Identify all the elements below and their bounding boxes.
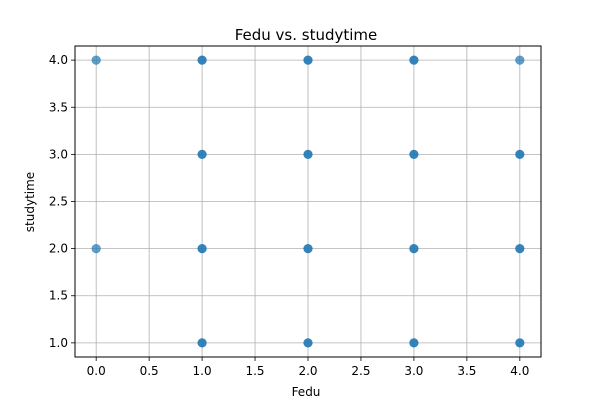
scatter-point — [303, 55, 313, 65]
scatter-point — [91, 55, 101, 65]
scatter-point — [515, 55, 525, 65]
scatter-point — [303, 338, 313, 348]
scatter-point — [197, 55, 207, 65]
x-tick-label: 0.0 — [87, 364, 106, 378]
scatter-point — [303, 149, 313, 159]
y-tick-label: 1.0 — [49, 336, 68, 350]
chart-title: Fedu vs. studytime — [235, 26, 378, 44]
y-tick-label: 4.0 — [49, 53, 68, 67]
scatter-point — [409, 149, 419, 159]
y-tick-label: 1.5 — [49, 289, 68, 303]
x-tick-label: 1.0 — [193, 364, 212, 378]
x-tick-label: 0.5 — [140, 364, 159, 378]
scatter-point — [515, 338, 525, 348]
x-tick-label: 3.0 — [404, 364, 423, 378]
x-tick-label: 3.5 — [457, 364, 476, 378]
y-tick-label: 2.5 — [49, 195, 68, 209]
scatter-point — [197, 244, 207, 254]
y-tick-label: 2.0 — [49, 242, 68, 256]
y-tick-label: 3.0 — [49, 147, 68, 161]
x-axis-ticks: 0.0 0.5 1.0 1.5 2.0 2.5 3.0 3.5 4.0 — [87, 357, 529, 378]
y-tick-label: 3.5 — [49, 100, 68, 114]
x-tick-label: 1.5 — [245, 364, 264, 378]
scatter-point — [515, 244, 525, 254]
data-points — [91, 55, 525, 348]
scatter-point — [409, 338, 419, 348]
x-tick-label: 4.0 — [510, 364, 529, 378]
y-axis-label: studytime — [23, 172, 37, 232]
scatter-point — [409, 244, 419, 254]
x-tick-label: 2.0 — [298, 364, 317, 378]
scatter-point — [515, 149, 525, 159]
scatter-point — [91, 244, 101, 254]
scatter-point — [409, 55, 419, 65]
scatter-point — [303, 244, 313, 254]
scatter-point — [197, 149, 207, 159]
y-axis-ticks: 1.0 1.5 2.0 2.5 3.0 3.5 4.0 — [49, 53, 75, 350]
x-axis-label: Fedu — [292, 385, 321, 399]
x-tick-label: 2.5 — [351, 364, 370, 378]
scatter-point — [197, 338, 207, 348]
